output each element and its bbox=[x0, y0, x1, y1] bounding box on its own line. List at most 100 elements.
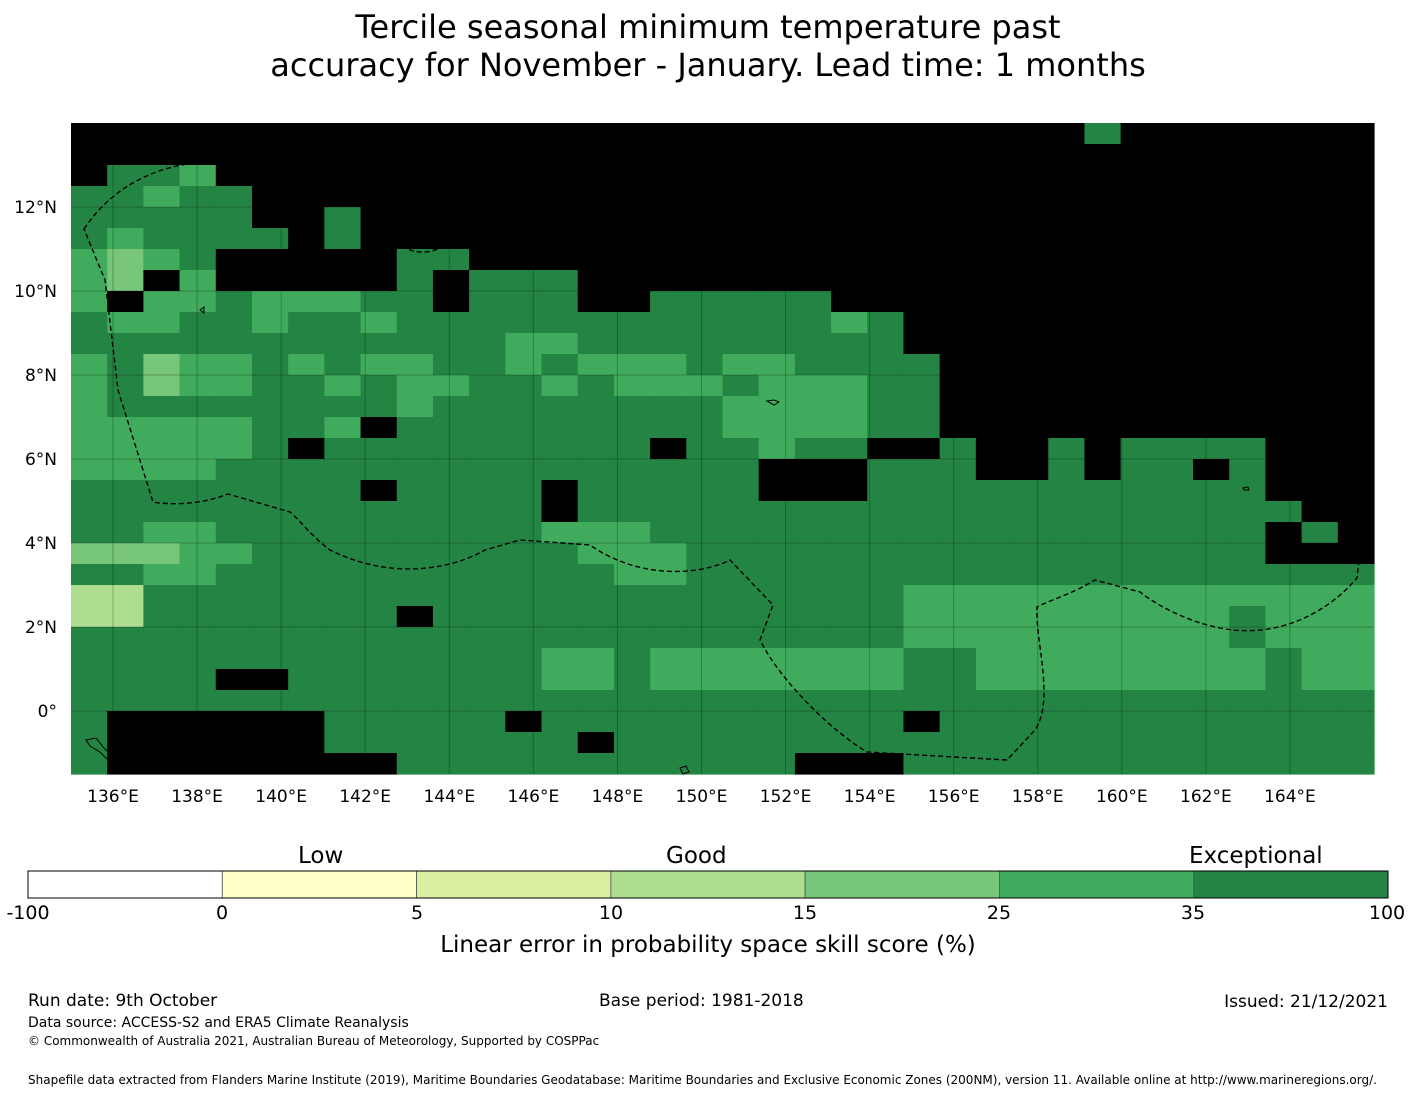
map-cell bbox=[360, 291, 398, 313]
map-cell bbox=[1012, 144, 1049, 166]
map-cell bbox=[650, 648, 687, 670]
map-cell bbox=[288, 669, 325, 691]
map-cell bbox=[1229, 186, 1267, 208]
colorbar-tick: -100 bbox=[6, 902, 50, 924]
map-cell bbox=[1048, 312, 1086, 334]
map-cell bbox=[577, 375, 615, 397]
map-cell bbox=[432, 165, 470, 187]
map-cell bbox=[758, 501, 796, 523]
map-cell bbox=[324, 123, 362, 145]
longitude-label: 160°E bbox=[1096, 787, 1148, 807]
map-cell bbox=[1229, 375, 1267, 397]
map-cell bbox=[1229, 291, 1267, 313]
map-cell bbox=[650, 375, 687, 397]
map-cell bbox=[975, 312, 1013, 334]
map-cell bbox=[143, 249, 181, 271]
chuuk-islands bbox=[765, 399, 781, 406]
map-cell bbox=[1337, 480, 1375, 502]
map-cell bbox=[469, 165, 506, 187]
map-cell bbox=[179, 144, 217, 166]
map-cell bbox=[1301, 711, 1339, 733]
colorbar-segment bbox=[610, 870, 806, 899]
map-cell bbox=[1265, 543, 1303, 565]
map-cell bbox=[1048, 585, 1086, 607]
map-cell bbox=[903, 333, 941, 355]
map-cell bbox=[686, 417, 724, 439]
map-cell bbox=[251, 669, 289, 691]
map-cell bbox=[324, 522, 362, 544]
yap-island bbox=[199, 306, 205, 314]
map-cell bbox=[215, 333, 253, 355]
map-cell bbox=[251, 123, 289, 145]
map-cell bbox=[1120, 123, 1158, 145]
map-cell bbox=[650, 585, 687, 607]
map-cell bbox=[505, 207, 543, 229]
map-cell bbox=[1084, 291, 1122, 313]
map-cell bbox=[686, 585, 724, 607]
map-cell bbox=[179, 627, 217, 649]
map-cell bbox=[794, 732, 832, 754]
map-cell bbox=[831, 207, 868, 229]
map-cell bbox=[505, 585, 543, 607]
map-cell bbox=[867, 186, 905, 208]
map-cell bbox=[867, 291, 905, 313]
map-cell bbox=[831, 144, 868, 166]
map-cell bbox=[1084, 480, 1122, 502]
map-cell bbox=[903, 459, 941, 481]
map-cell bbox=[360, 648, 398, 670]
map-cell bbox=[215, 354, 253, 376]
map-cell bbox=[505, 669, 543, 691]
map-cell bbox=[794, 270, 832, 292]
map-cell bbox=[288, 270, 325, 292]
map-cell bbox=[143, 186, 181, 208]
map-cell bbox=[1084, 144, 1122, 166]
map-cell bbox=[1120, 375, 1158, 397]
map-cell bbox=[1229, 312, 1267, 334]
map-cell bbox=[1229, 228, 1267, 250]
map-cell bbox=[1084, 396, 1122, 418]
map-cell bbox=[360, 669, 398, 691]
map-cell bbox=[179, 606, 217, 628]
map-cell bbox=[396, 249, 434, 271]
map-cell bbox=[1193, 123, 1230, 145]
map-cell bbox=[396, 501, 434, 523]
map-cell bbox=[1048, 249, 1086, 271]
map-cell bbox=[251, 228, 289, 250]
map-cell bbox=[505, 333, 543, 355]
map-cell bbox=[831, 438, 868, 460]
map-cell bbox=[1337, 312, 1375, 334]
map-cell bbox=[1301, 438, 1339, 460]
map-cell bbox=[1265, 186, 1303, 208]
map-cell bbox=[577, 438, 615, 460]
map-cell bbox=[1084, 270, 1122, 292]
map-cell bbox=[179, 501, 217, 523]
map-cell bbox=[71, 165, 108, 187]
map-cell bbox=[1193, 501, 1230, 523]
map-cell bbox=[975, 186, 1013, 208]
map-cell bbox=[179, 711, 217, 733]
map-cell bbox=[1048, 144, 1086, 166]
map-cell bbox=[1301, 669, 1339, 691]
map-cell bbox=[360, 144, 398, 166]
map-cell bbox=[1012, 375, 1049, 397]
map-cell bbox=[432, 690, 470, 712]
map-cell bbox=[107, 291, 144, 313]
map-cell bbox=[251, 522, 289, 544]
map-cell bbox=[143, 144, 181, 166]
map-cell bbox=[650, 249, 687, 271]
map-cell bbox=[1193, 564, 1230, 586]
map-cell bbox=[1120, 501, 1158, 523]
map-cell bbox=[831, 501, 868, 523]
map-cell bbox=[432, 144, 470, 166]
map-cell bbox=[1084, 123, 1122, 145]
map-cell bbox=[831, 753, 868, 775]
map-cell bbox=[903, 396, 941, 418]
map-cell bbox=[215, 543, 253, 565]
latitude-label: 10°N bbox=[14, 282, 57, 302]
map-cell bbox=[469, 396, 506, 418]
map-cell bbox=[686, 249, 724, 271]
map-cell bbox=[541, 417, 579, 439]
map-cell bbox=[613, 585, 651, 607]
map-cell bbox=[758, 732, 796, 754]
map-cell bbox=[867, 627, 905, 649]
